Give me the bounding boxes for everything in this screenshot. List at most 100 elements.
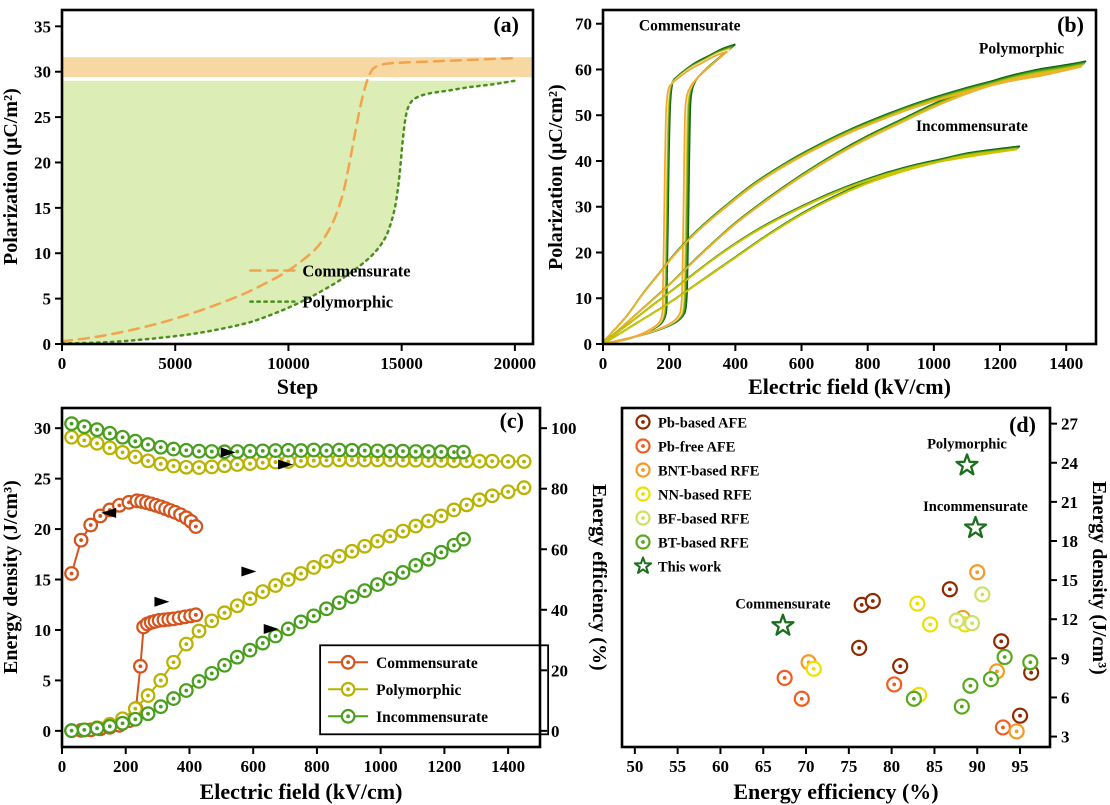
loop-up-polymorphic bbox=[602, 62, 1085, 345]
data-point-center-dot bbox=[311, 448, 316, 452]
star-annotation: Polymorphic bbox=[927, 436, 1007, 452]
y-tick-label: 10 bbox=[34, 621, 51, 640]
data-point-center-dot bbox=[439, 458, 444, 463]
data-point-center-dot bbox=[248, 648, 252, 653]
data-point-center-dot bbox=[362, 448, 367, 453]
right-y-tick-label: 21 bbox=[1061, 493, 1078, 512]
loop-up-polymorphic bbox=[602, 61, 1086, 345]
loop-up-polymorphic bbox=[602, 64, 1083, 345]
data-point-center-dot bbox=[461, 537, 466, 542]
right-y-tick-label: 6 bbox=[1061, 688, 1070, 707]
data-point-center-dot bbox=[413, 524, 418, 528]
data-point-center-dot bbox=[947, 587, 952, 592]
data-point-center-dot bbox=[209, 449, 214, 454]
plot-frame bbox=[620, 406, 1052, 749]
data-point-center-dot bbox=[350, 549, 354, 554]
right-y-tick-label: 15 bbox=[1061, 571, 1078, 590]
x-tick-label: 800 bbox=[304, 757, 330, 776]
x-tick-label: 0 bbox=[58, 354, 67, 373]
data-point-center-dot bbox=[439, 550, 444, 555]
x-tick-label: 200 bbox=[113, 757, 139, 776]
right-y-tick-label: 18 bbox=[1061, 532, 1078, 551]
data-point-center-dot bbox=[401, 570, 405, 575]
right-y-tick-label: 27 bbox=[1061, 415, 1079, 434]
right-y-tick-label: 60 bbox=[551, 540, 568, 559]
star-marker-incommensurate bbox=[963, 515, 988, 539]
legend-label: This work bbox=[658, 560, 722, 576]
data-point-center-dot bbox=[999, 639, 1004, 644]
data-point-center-dot bbox=[1028, 660, 1033, 665]
y-tick-label: 30 bbox=[575, 198, 592, 217]
panel-d-y-axis-title: Energy density (J/cm³) bbox=[1088, 480, 1110, 675]
data-point-center-dot bbox=[506, 459, 511, 464]
data-point-center-dot bbox=[120, 721, 125, 726]
data-point-center-dot bbox=[452, 508, 456, 512]
data-point-center-dot bbox=[197, 679, 201, 684]
data-point-center-dot bbox=[426, 519, 431, 523]
legend-label: BT-based RFE bbox=[658, 536, 749, 552]
data-point-center-dot bbox=[375, 582, 380, 587]
y-tick-label: 30 bbox=[34, 419, 51, 438]
data-point-center-dot bbox=[107, 445, 112, 450]
data-point-center-dot bbox=[324, 606, 329, 611]
x-tick-label: 85 bbox=[926, 757, 943, 776]
panel-a-x-axis-title: Step bbox=[276, 374, 319, 399]
data-point-center-dot bbox=[286, 577, 291, 582]
data-point-center-dot bbox=[995, 669, 999, 674]
right-y-tick-label: 0 bbox=[551, 722, 560, 741]
data-point-center-dot bbox=[954, 618, 959, 623]
data-point-center-dot bbox=[490, 459, 495, 464]
direction-arrow bbox=[263, 623, 279, 634]
plot-frame bbox=[601, 8, 1098, 346]
data-point-center-dot bbox=[324, 559, 329, 564]
data-point-center-dot bbox=[209, 671, 214, 676]
panel-d-plot: Commensurate Incommensurate Polymorphic Pb-… bbox=[620, 406, 1079, 776]
data-point-center-dot bbox=[98, 514, 103, 518]
data-point-center-dot bbox=[337, 448, 342, 452]
loop-up-commensurate bbox=[602, 50, 728, 345]
legend-label: Polymorphic bbox=[302, 293, 393, 312]
star-annotation: Commensurate bbox=[735, 597, 831, 613]
y-tick-label: 60 bbox=[575, 60, 592, 79]
data-point-center-dot bbox=[273, 448, 278, 453]
data-point-center-dot bbox=[811, 666, 816, 671]
y-tick-label: 5 bbox=[43, 671, 52, 690]
data-point-center-dot bbox=[911, 696, 916, 701]
data-point-center-dot bbox=[477, 459, 482, 464]
star-annotation: Incommensurate bbox=[923, 499, 1028, 515]
data-point-center-dot bbox=[209, 618, 214, 623]
data-point-center-dot bbox=[452, 543, 456, 548]
panel-b-plot: Commensurate Polymorphic Incommensurate 0 20… bbox=[575, 8, 1098, 373]
data-point-center-dot bbox=[439, 514, 444, 518]
direction-arrow bbox=[220, 447, 236, 458]
y-tick-label: 70 bbox=[575, 15, 592, 34]
loop-down-polymorphic bbox=[602, 61, 1086, 343]
data-point-center-dot bbox=[980, 592, 985, 597]
data-point-center-dot bbox=[337, 458, 342, 462]
data-point-center-dot bbox=[799, 696, 804, 701]
loop-down-polymorphic bbox=[602, 64, 1083, 343]
data-point-center-dot bbox=[413, 458, 418, 463]
data-point-center-dot bbox=[898, 664, 903, 669]
data-point-center-dot bbox=[120, 435, 125, 440]
data-point-center-dot bbox=[69, 571, 74, 576]
y-tick-label: 35 bbox=[34, 17, 51, 36]
y-tick-label: 20 bbox=[34, 153, 51, 172]
data-point-center-dot bbox=[260, 460, 265, 465]
data-point-center-dot bbox=[413, 449, 418, 454]
data-point-center-dot bbox=[782, 675, 787, 680]
panel-c-x-axis-title: Electric field (kV/cm) bbox=[199, 779, 403, 804]
direction-arrow bbox=[278, 459, 294, 470]
data-point-center-dot bbox=[158, 704, 163, 709]
data-point-center-dot bbox=[324, 448, 329, 453]
series-line-polymorphic bbox=[60, 79, 517, 345]
data-point-center-dot bbox=[184, 642, 189, 646]
data-point-center-dot bbox=[870, 599, 875, 603]
x-tick-label: 0 bbox=[599, 354, 608, 373]
panel-d-letter: (d) bbox=[1009, 412, 1036, 437]
data-point-center-dot bbox=[69, 421, 74, 426]
data-point-center-dot bbox=[1002, 655, 1007, 659]
right-y-tick-label: 100 bbox=[551, 419, 577, 438]
data-point-center-dot bbox=[235, 462, 240, 467]
x-tick-label: 1000 bbox=[917, 354, 951, 373]
